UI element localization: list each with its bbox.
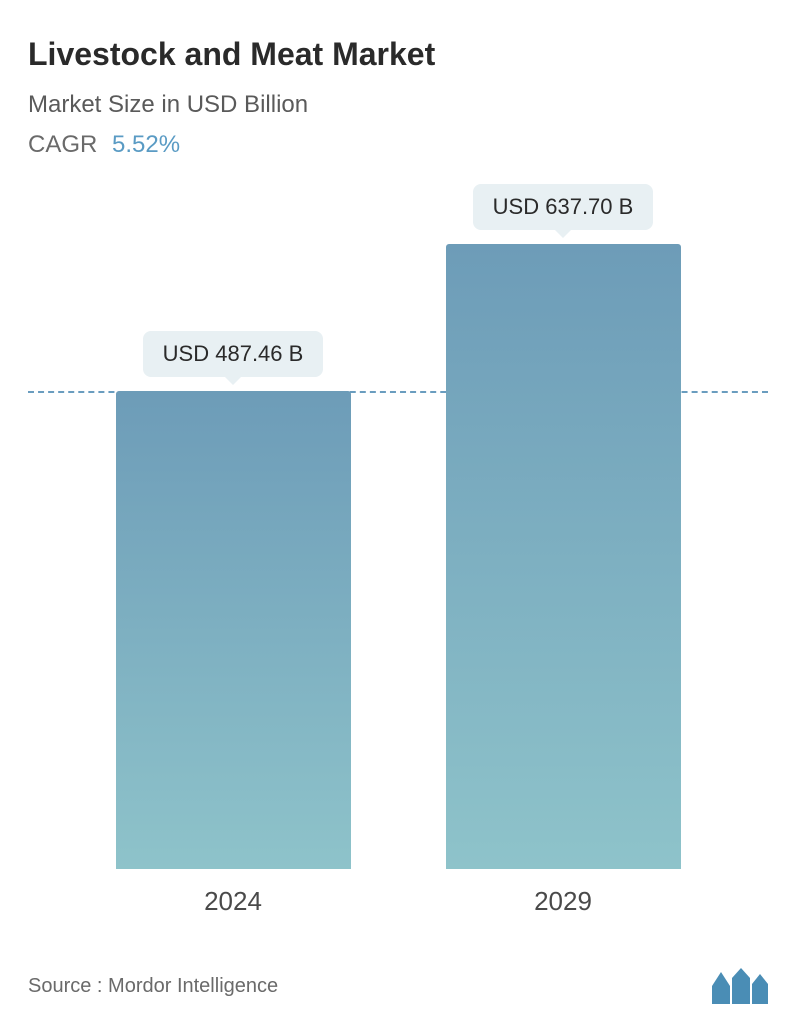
value-label-2024: USD 487.46 B bbox=[143, 331, 324, 377]
bar-group-2024: USD 487.46 B bbox=[116, 331, 351, 869]
bar-2024 bbox=[116, 391, 351, 869]
x-axis-labels: 2024 2029 bbox=[28, 886, 768, 917]
value-label-2029: USD 637.70 B bbox=[473, 184, 654, 230]
cagr-value: 5.52% bbox=[112, 131, 180, 158]
bars-container: USD 487.46 B USD 637.70 B bbox=[28, 209, 768, 869]
source-text: Source : Mordor Intelligence bbox=[28, 975, 278, 998]
x-label-2029: 2029 bbox=[446, 886, 681, 917]
bar-group-2029: USD 637.70 B bbox=[446, 184, 681, 869]
x-label-2024: 2024 bbox=[116, 886, 351, 917]
chart-title: Livestock and Meat Market bbox=[28, 36, 768, 73]
cagr-label: CAGR bbox=[28, 131, 97, 158]
cagr-line: CAGR 5.52% bbox=[28, 131, 768, 159]
chart-subtitle: Market Size in USD Billion bbox=[28, 91, 768, 119]
chart-area: USD 487.46 B USD 637.70 B 2024 2029 bbox=[28, 209, 768, 909]
logo-icon bbox=[712, 968, 768, 1004]
bar-2029 bbox=[446, 244, 681, 869]
footer: Source : Mordor Intelligence bbox=[28, 968, 768, 1004]
